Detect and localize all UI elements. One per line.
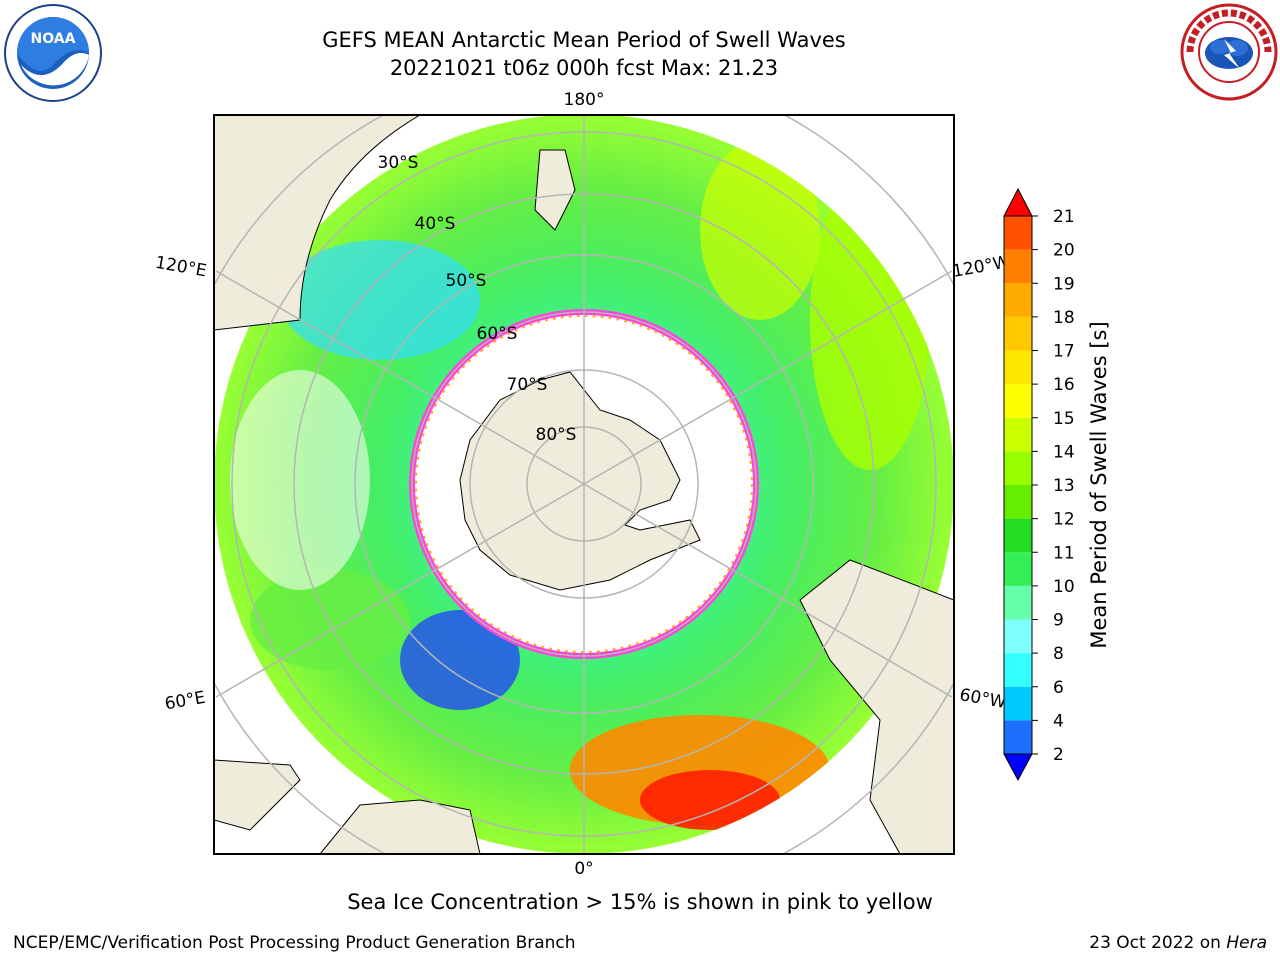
colorbar-tick-label: 19 xyxy=(1053,274,1075,294)
colorbar-under-extension xyxy=(1003,753,1033,782)
colorbar-tick-label: 14 xyxy=(1053,442,1075,462)
footer-date-text: 23 Oct 2022 on xyxy=(1089,933,1227,953)
nws-logo xyxy=(1180,3,1278,101)
colorbar-segment xyxy=(1004,720,1032,754)
footer-date: 23 Oct 2022 on Hera xyxy=(1089,933,1267,953)
colorbar-segment xyxy=(1004,417,1032,452)
colorbar-tick-label: 18 xyxy=(1053,308,1075,328)
colorbar-tick-label: 6 xyxy=(1053,678,1064,698)
colorbar-tick-label: 13 xyxy=(1053,476,1075,496)
colorbar-tick-label: 20 xyxy=(1053,241,1075,261)
colorbar-segment xyxy=(1004,249,1032,284)
lon-label-60e: 60°E xyxy=(163,688,207,715)
svg-text:NOAA: NOAA xyxy=(31,31,76,47)
lon-label-120e: 120°E xyxy=(154,253,208,282)
colorbar-tick-label: 15 xyxy=(1053,409,1075,429)
colorbar-segment xyxy=(1004,451,1032,485)
colorbar-segment xyxy=(1004,283,1032,317)
colorbar-tick-label: 8 xyxy=(1053,644,1064,664)
colorbar-tick-label: 16 xyxy=(1053,375,1075,395)
colorbar-segment xyxy=(1004,518,1032,553)
lat-label-80s: 80°S xyxy=(536,425,577,445)
noaa-logo: NOAA xyxy=(4,4,102,102)
colorbar-tick-label: 11 xyxy=(1053,543,1075,563)
colorbar-over-extension xyxy=(1003,187,1033,217)
colorbar-tick-label: 9 xyxy=(1053,611,1064,631)
lon-label-120w: 120°W xyxy=(951,252,1012,282)
colorbar-tick-label: 12 xyxy=(1053,510,1075,530)
colorbar-segment xyxy=(1004,316,1032,351)
lon-label-0: 0° xyxy=(574,859,593,879)
sea-ice-inner xyxy=(415,315,753,653)
map-title: GEFS MEAN Antarctic Mean Period of Swell… xyxy=(322,28,846,52)
colorbar-segment xyxy=(1004,552,1032,586)
footer-credit: NCEP/EMC/Verification Post Processing Pr… xyxy=(13,933,576,953)
new-zealand-land xyxy=(534,149,576,231)
colorbar-tick-label: 10 xyxy=(1053,577,1075,597)
colorbar: 2 4 6 8 9 10 11 12 13 14 15 16 17 18 19 20 21 xyxy=(1003,187,1075,782)
colorbar-segment xyxy=(1004,686,1032,721)
colorbar-segment xyxy=(1004,384,1032,418)
map-frame-content xyxy=(214,115,954,854)
colorbar-label: Mean Period of Swell Waves [s] xyxy=(1087,321,1111,648)
lon-label-180: 180° xyxy=(564,90,605,110)
colorbar-tick-label: 2 xyxy=(1053,745,1064,765)
graticule xyxy=(214,115,954,854)
swell-patch-north xyxy=(700,140,820,320)
swell-peak-patch xyxy=(640,770,780,830)
colorbar-tick-label: 4 xyxy=(1053,711,1064,731)
colorbar-tick-label: 21 xyxy=(1053,207,1075,227)
footer-host: Hera xyxy=(1226,933,1267,953)
colorbar-segment xyxy=(1004,653,1032,687)
lat-label-50s: 50°S xyxy=(446,271,487,291)
masked-region xyxy=(230,370,370,590)
lat-label-60s: 60°S xyxy=(477,324,518,344)
swell-patch-west xyxy=(250,570,410,670)
madagascar-land xyxy=(214,759,301,831)
swell-patch-indian xyxy=(280,240,480,360)
sea-ice-note: Sea Ice Concentration > 15% is shown in … xyxy=(347,890,933,914)
lat-label-30s: 30°S xyxy=(378,153,419,173)
map-frame xyxy=(213,114,955,855)
colorbar-segment xyxy=(1004,619,1032,654)
colorbar-tick-label: 17 xyxy=(1053,342,1075,362)
lat-label-70s: 70°S xyxy=(507,375,548,395)
colorbar-segment xyxy=(1004,350,1032,385)
lon-label-60w: 60°W xyxy=(958,685,1008,713)
swell-low-patch xyxy=(400,610,520,710)
map-subtitle: 20221021 t06z 000h fcst Max: 21.23 xyxy=(389,56,779,80)
colorbar-segment xyxy=(1004,585,1032,620)
colorbar-segment xyxy=(1004,485,1032,519)
colorbar-segment xyxy=(1004,216,1032,250)
lat-label-40s: 40°S xyxy=(415,214,456,234)
